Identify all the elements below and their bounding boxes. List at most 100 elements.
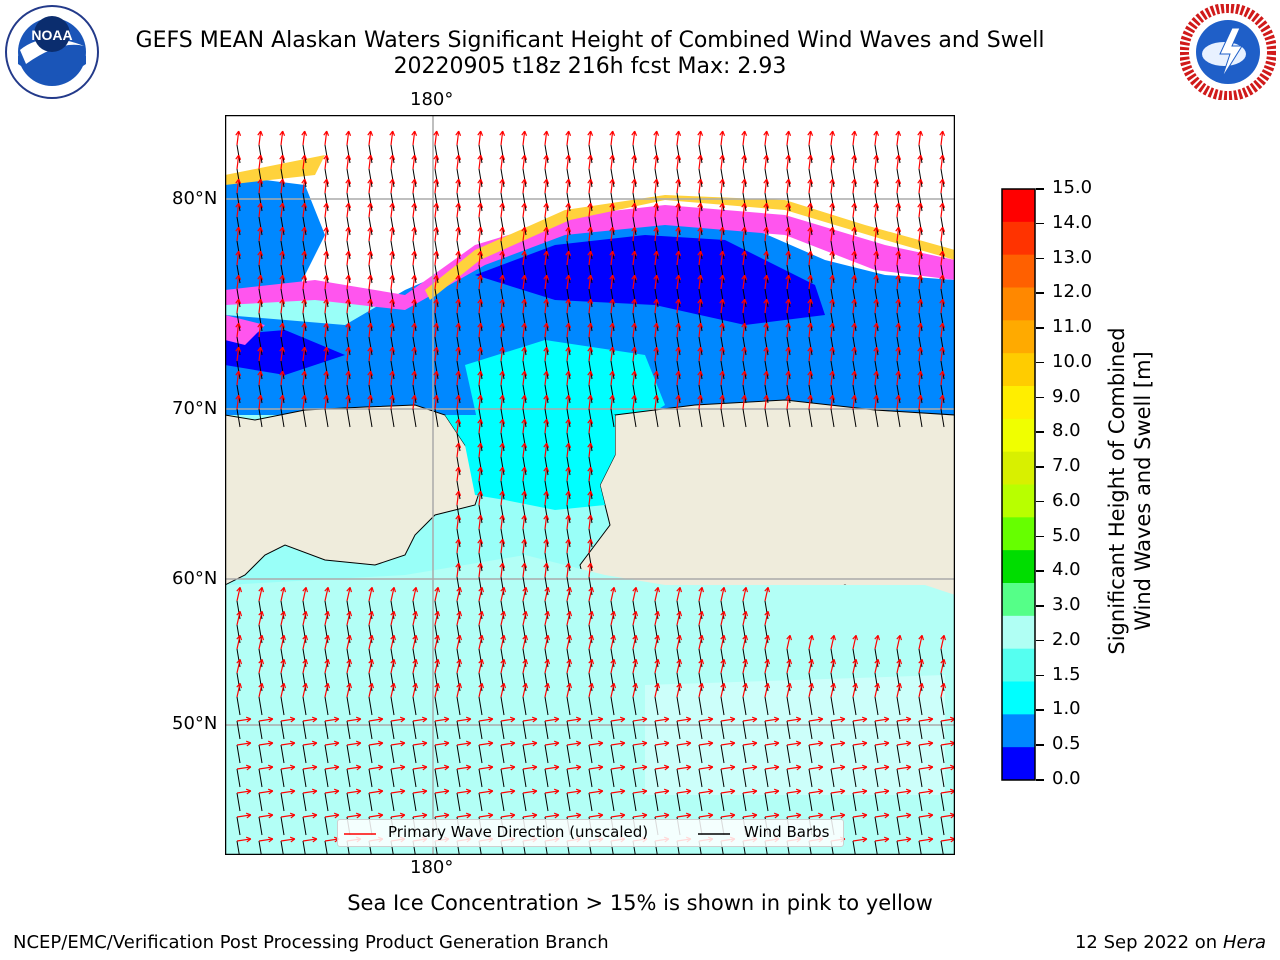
wave-arrow-head — [707, 812, 714, 819]
wave-arrow — [632, 683, 637, 698]
wave-arrow-head — [949, 836, 954, 843]
wave-arrow — [610, 323, 614, 338]
wave-arrow-head — [609, 226, 616, 232]
wave-arrow-head — [257, 346, 264, 352]
wave-arrow — [808, 718, 823, 722]
wave-arrow — [610, 251, 614, 266]
wind-barb — [654, 192, 659, 212]
wind-barb — [610, 792, 615, 812]
wave-arrow-head — [698, 658, 705, 665]
wind-barb — [434, 240, 439, 260]
wave-arrow-head — [543, 202, 550, 208]
ice-band-pink — [225, 205, 954, 310]
colorbar-segment — [1002, 517, 1035, 551]
wave-arrow — [786, 251, 790, 266]
legend-wind-barbs: Wind Barbs — [744, 823, 830, 841]
wave-arrow — [764, 371, 768, 386]
wave-arrow — [654, 275, 658, 290]
wind-barb — [610, 360, 615, 380]
wave-arrow-head — [412, 610, 419, 617]
wave-arrow — [742, 659, 747, 674]
wind-barb — [368, 360, 373, 380]
wave-arrow — [742, 683, 747, 698]
wave-arrow — [324, 179, 328, 194]
wave-arrow-head — [543, 538, 550, 544]
wave-arrow-head — [861, 812, 868, 819]
wave-arrow-head — [939, 178, 946, 184]
wave-arrow-head — [257, 394, 264, 400]
wind-barb — [346, 144, 351, 164]
wave-arrow — [588, 347, 592, 362]
wave-arrow-head — [785, 130, 792, 136]
wave-arrow-head — [477, 562, 484, 568]
wave-arrow-head — [258, 682, 265, 689]
wave-arrow — [368, 227, 372, 242]
wave-arrow — [698, 251, 702, 266]
wind-barb — [720, 744, 725, 764]
wave-arrow — [632, 323, 636, 338]
colorbar-tick-mark — [1036, 500, 1044, 503]
wind-barb — [940, 336, 945, 356]
wave-arrow-head — [434, 634, 441, 641]
wave-arrow — [654, 299, 658, 314]
wave-arrow-head — [565, 274, 572, 280]
wave-arrow-head — [236, 586, 243, 593]
wave-arrow — [830, 814, 845, 818]
wave-arrow-head — [499, 442, 506, 448]
wave-arrow-head — [566, 634, 573, 641]
wave-arrow-head — [773, 716, 780, 723]
wave-arrow-head — [896, 682, 903, 689]
wave-arrow-head — [324, 634, 331, 641]
wave-arrow-head — [267, 764, 274, 771]
wave-arrow-head — [632, 586, 639, 593]
wind-barb — [676, 696, 681, 716]
wind-barb — [500, 792, 505, 812]
wave-arrow — [918, 838, 933, 842]
wave-arrow — [258, 299, 262, 314]
wave-arrow — [500, 790, 515, 794]
wave-arrow — [940, 131, 944, 146]
wind-barb — [280, 384, 285, 404]
wave-arrow — [412, 683, 417, 698]
wind-barb — [610, 696, 615, 716]
wave-arrow — [654, 227, 658, 242]
wave-arrow-head — [676, 658, 683, 665]
wave-arrow — [478, 467, 482, 482]
wave-arrow-head — [861, 836, 868, 843]
wind-barb — [742, 336, 747, 356]
wave-arrow-head — [587, 226, 594, 232]
wind-barb — [588, 408, 593, 428]
wave-arrow — [742, 299, 746, 314]
wave-arrow — [478, 395, 482, 410]
wave-arrow — [456, 299, 460, 314]
wave-arrow-head — [829, 226, 836, 232]
wave-arrow — [940, 718, 954, 722]
wind-barb — [940, 144, 945, 164]
wind-barb — [280, 240, 285, 260]
wave-region-0.0 — [475, 235, 825, 325]
wave-arrow — [434, 587, 439, 602]
wave-arrow-head — [477, 250, 484, 256]
wave-arrow-head — [279, 346, 286, 352]
wind-barb — [654, 144, 659, 164]
wave-arrow-head — [697, 298, 704, 304]
wave-arrow — [874, 742, 889, 746]
wind-barb — [940, 192, 945, 212]
wave-arrow — [566, 227, 570, 242]
wind-barb — [302, 720, 307, 740]
wave-arrow — [654, 635, 659, 650]
wave-arrow-head — [499, 274, 506, 280]
wind-barb — [830, 216, 835, 236]
wave-arrow — [852, 227, 856, 242]
wind-barb — [808, 264, 813, 284]
wind-barb — [236, 768, 241, 788]
wave-arrow — [236, 275, 240, 290]
wave-arrow-head — [367, 178, 374, 184]
wave-arrow — [720, 395, 724, 410]
wave-arrow-head — [411, 178, 418, 184]
wave-arrow-head — [279, 394, 286, 400]
wind-barb — [742, 168, 747, 188]
wave-arrow — [676, 611, 681, 626]
wave-arrow-head — [544, 682, 551, 689]
wind-barb — [588, 792, 593, 812]
